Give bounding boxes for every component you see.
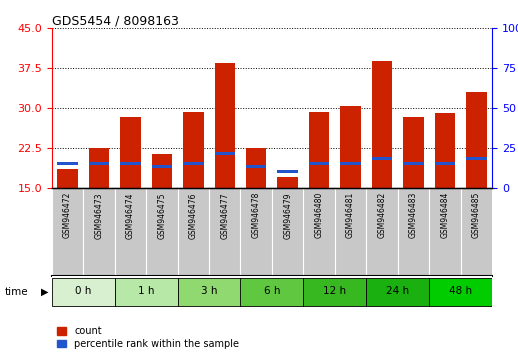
Text: GSM946473: GSM946473 — [94, 192, 104, 239]
Bar — [340, 162, 361, 165]
Bar — [214, 63, 235, 188]
Bar — [466, 157, 486, 160]
Bar — [435, 162, 455, 165]
Bar — [466, 92, 486, 188]
Bar — [403, 117, 424, 188]
Bar — [214, 152, 235, 155]
Text: GSM946484: GSM946484 — [440, 192, 450, 239]
Text: 12 h: 12 h — [323, 286, 347, 296]
Bar — [309, 162, 329, 165]
Text: GSM946472: GSM946472 — [63, 192, 72, 239]
Text: GSM946479: GSM946479 — [283, 192, 292, 239]
Bar — [57, 162, 78, 165]
Bar — [366, 278, 429, 307]
Bar — [89, 162, 109, 165]
Bar — [278, 177, 298, 188]
Bar — [372, 157, 392, 160]
Bar — [178, 278, 240, 307]
Text: GSM946483: GSM946483 — [409, 192, 418, 239]
Text: 24 h: 24 h — [386, 286, 409, 296]
Bar — [403, 162, 424, 165]
Text: 3 h: 3 h — [201, 286, 217, 296]
Text: GSM946475: GSM946475 — [157, 192, 166, 239]
Text: GDS5454 / 8098163: GDS5454 / 8098163 — [52, 14, 179, 27]
Bar — [120, 162, 141, 165]
Text: 6 h: 6 h — [264, 286, 280, 296]
Bar — [246, 165, 266, 168]
Bar — [429, 278, 492, 307]
Bar — [114, 278, 178, 307]
Text: GSM946482: GSM946482 — [378, 192, 386, 238]
Text: GSM946476: GSM946476 — [189, 192, 198, 239]
Bar — [152, 154, 172, 188]
Text: 1 h: 1 h — [138, 286, 154, 296]
Bar — [183, 112, 204, 188]
Text: ▶: ▶ — [41, 287, 49, 297]
Bar — [246, 148, 266, 188]
Bar — [435, 113, 455, 188]
Legend: count, percentile rank within the sample: count, percentile rank within the sample — [56, 326, 239, 349]
Bar — [120, 117, 141, 188]
Text: GSM946474: GSM946474 — [126, 192, 135, 239]
Text: GSM946477: GSM946477 — [220, 192, 229, 239]
Bar — [309, 112, 329, 188]
Bar — [304, 278, 366, 307]
Text: GSM946485: GSM946485 — [472, 192, 481, 239]
Bar — [57, 169, 78, 188]
Bar — [278, 170, 298, 173]
Bar — [340, 106, 361, 188]
Text: 0 h: 0 h — [75, 286, 92, 296]
Text: 48 h: 48 h — [449, 286, 472, 296]
Bar — [240, 278, 304, 307]
Text: GSM946480: GSM946480 — [314, 192, 324, 239]
Bar — [183, 162, 204, 165]
Text: GSM946481: GSM946481 — [346, 192, 355, 238]
Text: GSM946478: GSM946478 — [252, 192, 261, 239]
Text: time: time — [5, 287, 29, 297]
Bar — [372, 61, 392, 188]
Bar — [89, 148, 109, 188]
Bar — [152, 165, 172, 168]
Bar — [52, 278, 114, 307]
